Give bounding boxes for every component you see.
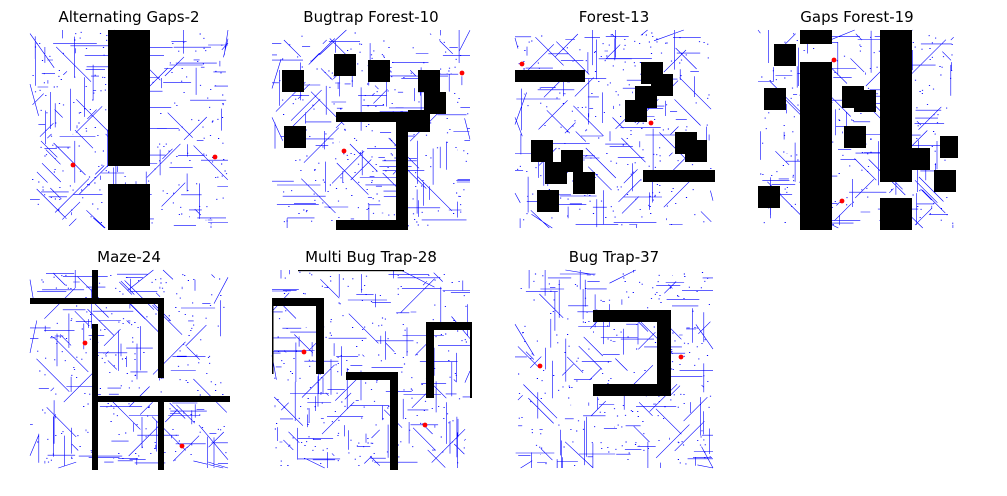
- panel-title: Bug Trap-37: [568, 248, 660, 266]
- environment-map: [757, 29, 958, 230]
- edge-dots: [518, 272, 712, 466]
- panel-title: Maze-24: [97, 248, 161, 266]
- edge-dots: [274, 271, 467, 467]
- markers: [831, 57, 845, 204]
- obstacles: [758, 30, 958, 230]
- panel-title: Alternating Gaps-2: [58, 8, 200, 26]
- path-edges: [514, 29, 714, 229]
- markers: [82, 340, 185, 449]
- obstacles: [515, 62, 715, 212]
- environment-map: [514, 29, 715, 229]
- path-edges: [271, 269, 471, 469]
- edge-path: [514, 269, 714, 469]
- environment-map: [271, 269, 472, 470]
- obstacles: [272, 270, 472, 470]
- edge-path: [514, 29, 714, 229]
- markers: [341, 70, 465, 154]
- panel-title: Multi Bug Trap-28: [305, 248, 437, 266]
- path-edges: [514, 269, 714, 469]
- environment-map: [29, 29, 229, 230]
- environment-map: [29, 269, 230, 470]
- obstacles: [593, 310, 671, 396]
- panel-title: Gaps Forest-19: [800, 8, 914, 26]
- markers: [301, 349, 428, 428]
- edge-path: [271, 29, 471, 228]
- obstacles: [30, 270, 230, 470]
- panel-title: Forest-13: [578, 8, 650, 26]
- edge-dots: [517, 32, 712, 226]
- panel-title: Bugtrap Forest-10: [303, 8, 439, 26]
- markers: [519, 61, 654, 126]
- obstacles: [108, 30, 150, 230]
- environment-map: [271, 29, 471, 230]
- path-edges: [29, 29, 229, 229]
- markers: [537, 354, 684, 369]
- edge-dots: [37, 274, 227, 463]
- markers: [70, 154, 218, 168]
- environment-map: [514, 269, 714, 469]
- obstacles: [282, 54, 446, 230]
